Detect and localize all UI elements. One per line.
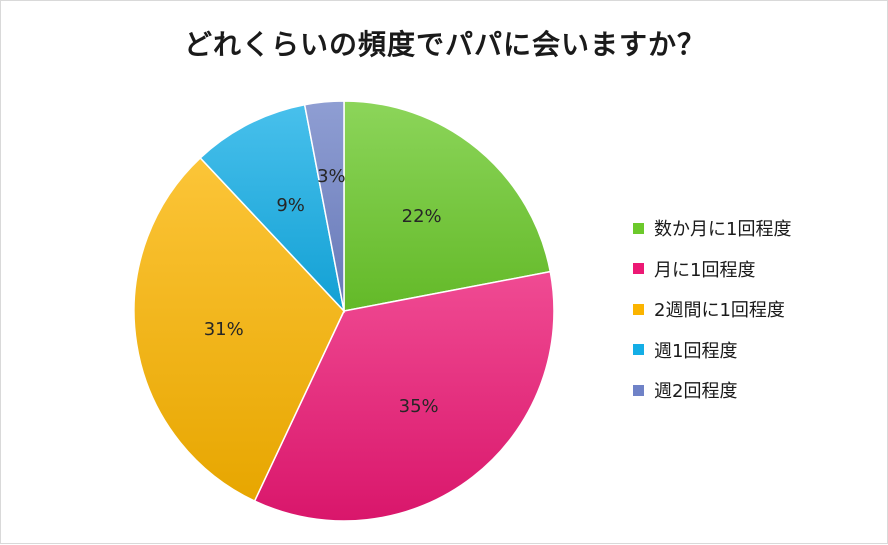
slice-value-label: 9% xyxy=(276,195,305,216)
legend-item: 数か月に1回程度 xyxy=(633,208,791,249)
slice-value-label: 22% xyxy=(402,206,442,227)
legend-swatch xyxy=(633,344,644,356)
legend-item: 週1回程度 xyxy=(633,330,791,371)
slice-value-label: 3% xyxy=(317,166,346,187)
legend-label: 月に1回程度 xyxy=(654,259,756,281)
slice-value-label: 35% xyxy=(399,396,439,417)
chart-title: どれくらいの頻度でパパに会いますか？ xyxy=(183,28,706,61)
slice-value-label: 31% xyxy=(204,319,244,340)
legend: 数か月に1回程度 月に1回程度 2週間に1回程度 週1回程度 週2回程度 xyxy=(633,208,791,411)
legend-swatch xyxy=(633,263,644,275)
legend-swatch xyxy=(633,303,644,315)
legend-label: 週2回程度 xyxy=(654,381,738,403)
pie-slice xyxy=(253,270,555,522)
pie-slice xyxy=(343,100,552,312)
pie-slice xyxy=(199,103,346,314)
legend-label: 数か月に1回程度 xyxy=(654,219,792,241)
legend-item: 2週間に1回程度 xyxy=(633,289,791,330)
legend-swatch xyxy=(633,384,644,396)
pie-slice xyxy=(303,100,345,312)
pie-slice xyxy=(133,156,345,503)
legend-item: 週2回程度 xyxy=(633,370,791,411)
legend-label: 2週間に1回程度 xyxy=(654,300,785,322)
legend-swatch xyxy=(633,222,644,234)
legend-label: 週1回程度 xyxy=(654,340,738,362)
legend-item: 月に1回程度 xyxy=(633,249,791,290)
